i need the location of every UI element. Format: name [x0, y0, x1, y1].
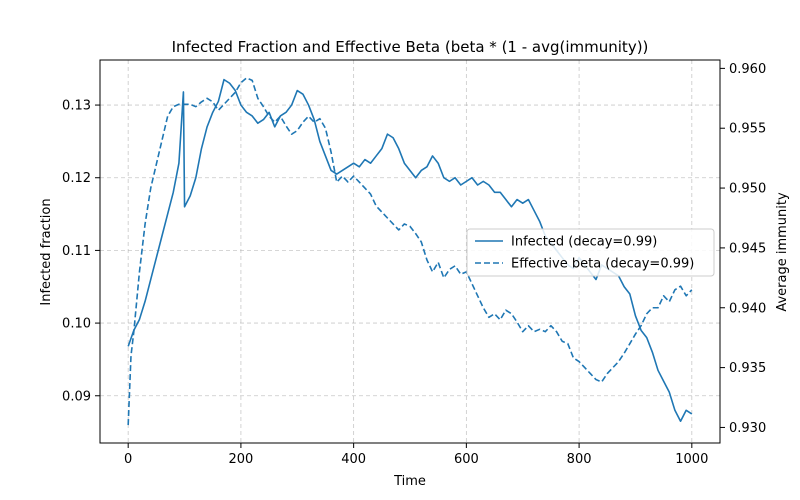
x-tick-label: 200 [228, 452, 253, 467]
legend-label-infected: Infected (decay=0.99) [511, 235, 657, 250]
x-tick-label: 800 [567, 452, 592, 467]
y-right-tick-label: 0.955 [729, 122, 766, 137]
y-left-tick-label: 0.10 [62, 317, 91, 332]
y-axis-right: 0.930 0.935 0.940 0.945 0.950 0.955 0.960 [720, 62, 766, 436]
plot-frame [99, 59, 721, 444]
x-tick-label: 1000 [675, 452, 708, 467]
legend-label-effective-beta: Effective beta (decay=0.99) [511, 257, 694, 272]
x-tick-label: 400 [341, 452, 366, 467]
y-left-tick-label: 0.13 [62, 99, 91, 114]
y-axis-left: 0.09 0.10 0.11 0.12 0.13 [62, 99, 100, 404]
series-layer [127, 77, 693, 426]
y-left-tick-label: 0.11 [62, 244, 91, 259]
legend: Infected (decay=0.99) Effective beta (de… [466, 228, 715, 277]
chart-title: Infected Fraction and Effective Beta (be… [172, 38, 649, 56]
x-tick-label: 600 [454, 452, 479, 467]
y-left-tick-label: 0.09 [62, 389, 91, 404]
y-right-tick-label: 0.940 [729, 301, 766, 316]
legend-box [466, 228, 715, 277]
y-axis-left-label: Infected fraction [39, 198, 54, 305]
x-axis-label: Time [393, 474, 426, 489]
series-line-infected [127, 78, 693, 423]
x-axis: 0 200 400 600 800 1000 [124, 443, 708, 467]
y-right-tick-label: 0.960 [729, 62, 766, 77]
y-right-tick-label: 0.935 [729, 361, 766, 376]
y-axis-right-label: Average immunity [775, 192, 790, 312]
y-right-tick-label: 0.945 [729, 241, 766, 256]
x-tick-label: 0 [124, 452, 132, 467]
series-line-effective-beta [127, 77, 693, 426]
y-right-tick-label: 0.930 [729, 421, 766, 436]
y-left-tick-label: 0.12 [62, 171, 91, 186]
y-right-tick-label: 0.950 [729, 182, 766, 197]
